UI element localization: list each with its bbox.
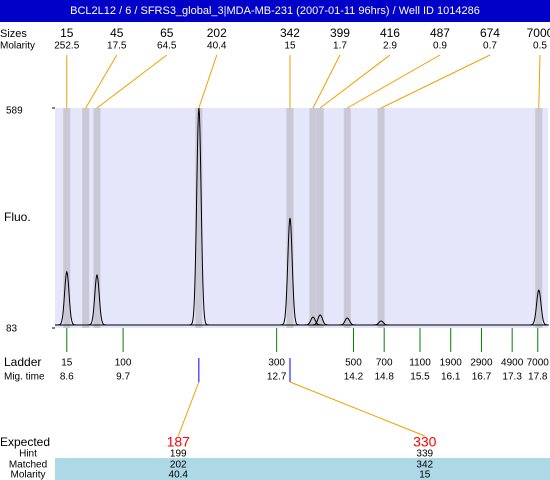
- row-label: Expected: [0, 435, 50, 449]
- connector: [380, 54, 491, 109]
- ladder-size: 1100: [409, 358, 431, 369]
- peak: [303, 316, 323, 326]
- peak-molarity: 15: [284, 41, 296, 52]
- ladder-time: 9.7: [116, 372, 130, 383]
- peak-band: [93, 108, 101, 328]
- matched-size: 342: [416, 460, 433, 471]
- ladder-size: 500: [345, 358, 362, 369]
- ladder-time: 12.7: [267, 372, 287, 383]
- peak: [371, 320, 392, 326]
- ladder-time: 16.1: [441, 372, 461, 383]
- matched-size: 202: [170, 460, 187, 471]
- title-bar: [0, 0, 550, 22]
- ladder-time: 8.6: [60, 372, 74, 383]
- ladder-size: 4900: [501, 358, 524, 369]
- peak-band: [535, 108, 543, 328]
- peak-size: 45: [110, 26, 124, 40]
- hint-size: 339: [416, 449, 433, 460]
- matched-molarity: 15: [419, 470, 431, 480]
- peak-molarity: 0.5: [533, 41, 547, 52]
- peak-band: [377, 108, 385, 328]
- row-label: Matched: [9, 460, 47, 471]
- ladder-time: 17.8: [528, 372, 548, 383]
- ladder-label: Ladder: [4, 355, 41, 369]
- peak-size: 65: [160, 26, 174, 40]
- plot-area: [55, 108, 548, 328]
- peak-band: [343, 108, 351, 328]
- peak-molarity: 252.5: [54, 41, 79, 52]
- peak-size: 15: [60, 26, 74, 40]
- matched-molarity: 40.4: [169, 470, 189, 480]
- connector: [198, 54, 218, 109]
- peak-size: 342: [280, 26, 300, 40]
- expected-connector: [289, 381, 425, 437]
- ladder-time: 16.7: [472, 372, 492, 383]
- row-label: Hint: [19, 449, 37, 460]
- peak-molarity: 1.7: [333, 41, 347, 52]
- y-label: Fluo.: [4, 210, 31, 224]
- peak-molarity: 17.5: [107, 41, 127, 52]
- hint-size: 199: [170, 449, 187, 460]
- peak: [337, 317, 358, 326]
- peak-band: [195, 108, 203, 328]
- ladder-size: 300: [268, 358, 285, 369]
- matched-band: [55, 458, 550, 480]
- row-label: Molarity: [10, 470, 45, 480]
- peak: [279, 217, 301, 326]
- expected-size: 330: [413, 434, 437, 450]
- connector: [85, 54, 118, 109]
- row-label: Molarity: [0, 41, 35, 52]
- peak-band: [63, 108, 71, 328]
- ladder-size: 1900: [440, 358, 463, 369]
- connector: [347, 54, 441, 109]
- peak: [56, 270, 77, 326]
- expected-connector: [177, 381, 200, 437]
- ladder-time: 17.3: [502, 372, 522, 383]
- y-tick-label: 83: [6, 324, 18, 335]
- peak: [310, 314, 331, 326]
- connector: [538, 54, 541, 109]
- peak-size: 416: [380, 26, 400, 40]
- peak-size: 674: [480, 26, 500, 40]
- peak-size: 202: [207, 26, 227, 40]
- peak-band: [316, 108, 324, 328]
- ladder-size: 700: [376, 358, 393, 369]
- ladder-size: 7000: [527, 358, 550, 369]
- peak-molarity: 64.5: [157, 41, 177, 52]
- peak-molarity: 0.9: [433, 41, 447, 52]
- peak: [528, 289, 549, 326]
- ladder-size: 15: [61, 358, 73, 369]
- ladder-time: 14.2: [344, 372, 364, 383]
- peak-band: [82, 108, 90, 328]
- peak-size: 399: [330, 26, 350, 40]
- peak: [87, 273, 107, 326]
- row-label: Sizes: [0, 28, 27, 40]
- peak-size: 487: [430, 26, 450, 40]
- connector: [96, 54, 168, 109]
- peak-molarity: 0.7: [483, 41, 497, 52]
- connector: [312, 54, 341, 109]
- peak-molarity: 40.4: [207, 41, 227, 52]
- title: BCL2L12 / 6 / SFRS3_global_3|MDA-MB-231 …: [70, 5, 480, 17]
- ladder-time: 15.5: [410, 372, 430, 383]
- peak-molarity: 2.9: [383, 41, 397, 52]
- time-label: Mig. time: [4, 372, 45, 383]
- expected-size: 187: [167, 434, 191, 450]
- ladder-size: 100: [115, 358, 132, 369]
- y-tick-label: 589: [6, 106, 23, 117]
- ladder-time: 14.8: [374, 372, 394, 383]
- peak-band: [309, 108, 317, 328]
- connector: [319, 54, 391, 109]
- peak-size: 7000: [527, 26, 550, 40]
- ladder-size: 2900: [470, 358, 493, 369]
